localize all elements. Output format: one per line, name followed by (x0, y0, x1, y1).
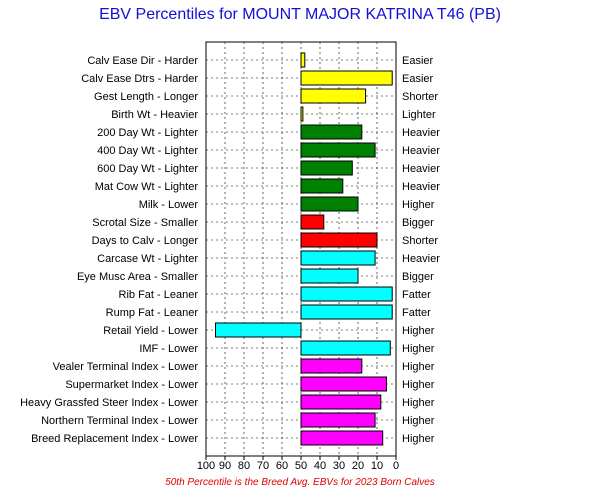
bar (300, 268, 359, 284)
category-label-left: Northern Terminal Index - Lower (41, 415, 198, 427)
category-label-right: Bigger (402, 271, 434, 283)
x-tick-label: 60 (276, 460, 288, 472)
bar (300, 106, 304, 122)
category-label-right: Heavier (402, 145, 440, 157)
category-label-left: 400 Day Wt - Lighter (97, 145, 198, 157)
category-label-left: Heavy Grassfed Steer Index - Lower (20, 397, 198, 409)
bar (300, 304, 393, 320)
bar (300, 250, 376, 266)
bar (300, 160, 353, 176)
category-label-left: Gest Length - Longer (94, 91, 198, 103)
category-label-left: Birth Wt - Heavier (111, 109, 198, 121)
category-label-left: Days to Calv - Longer (92, 235, 199, 247)
footnote: 50th Percentile is the Breed Avg. EBVs f… (165, 477, 435, 488)
category-label-right: Higher (402, 199, 435, 211)
x-tick-label: 90 (219, 460, 231, 472)
category-label-right: Fatter (402, 289, 431, 301)
x-tick-label: 40 (314, 460, 326, 472)
bar (300, 124, 363, 140)
bar (300, 412, 376, 428)
category-label-right: Heavier (402, 181, 440, 193)
category-label-left: Supermarket Index - Lower (65, 379, 198, 391)
bar (300, 196, 359, 212)
category-label-right: Higher (402, 325, 435, 337)
category-label-right: Shorter (402, 91, 438, 103)
bar (300, 70, 393, 86)
category-label-left: Calv Ease Dtrs - Harder (81, 73, 198, 85)
x-tick-label: 10 (371, 460, 383, 472)
category-label-left: Rib Fat - Leaner (119, 289, 199, 301)
category-label-right: Fatter (402, 307, 431, 319)
x-tick-label: 30 (333, 460, 345, 472)
bar (300, 214, 325, 230)
bar (300, 178, 344, 194)
category-label-left: Rump Fat - Leaner (106, 307, 199, 319)
category-label-left: Milk - Lower (139, 199, 199, 211)
bar (300, 142, 376, 158)
category-label-left: Breed Replacement Index - Lower (31, 433, 198, 445)
bar (300, 52, 306, 68)
category-label-left: 600 Day Wt - Lighter (97, 163, 198, 175)
bar (300, 232, 378, 248)
category-label-left: 200 Day Wt - Lighter (97, 127, 198, 139)
category-label-right: Easier (402, 55, 434, 67)
category-label-right: Easier (402, 73, 434, 85)
category-label-left: IMF - Lower (139, 343, 198, 355)
category-label-left: Mat Cow Wt - Lighter (95, 181, 199, 193)
x-tick-label: 80 (238, 460, 250, 472)
bar (300, 286, 393, 302)
category-label-left: Calv Ease Dir - Harder (87, 55, 198, 67)
category-label-right: Higher (402, 433, 435, 445)
category-label-right: Heavier (402, 253, 440, 265)
x-tick-label: 50 (295, 460, 307, 472)
category-label-right: Shorter (402, 235, 438, 247)
x-tick-label: 70 (257, 460, 269, 472)
category-label-left: Scrotal Size - Smaller (92, 217, 198, 229)
chart-title: EBV Percentiles for MOUNT MAJOR KATRINA … (99, 6, 501, 23)
bar (300, 340, 391, 356)
category-label-right: Heavier (402, 163, 440, 175)
category-label-left: Carcase Wt - Lighter (97, 253, 198, 265)
bar (300, 88, 367, 104)
category-label-right: Bigger (402, 217, 434, 229)
bar (215, 322, 302, 338)
x-tick-label: 20 (352, 460, 364, 472)
x-tick-label: 100 (197, 460, 215, 472)
category-label-right: Higher (402, 379, 435, 391)
category-label-right: Higher (402, 415, 435, 427)
category-label-right: Higher (402, 343, 435, 355)
bar (300, 376, 387, 392)
category-label-left: Vealer Terminal Index - Lower (53, 361, 199, 373)
category-label-right: Higher (402, 397, 435, 409)
x-tick-label: 0 (393, 460, 399, 472)
bar (300, 430, 384, 446)
category-label-right: Higher (402, 361, 435, 373)
bar (300, 394, 382, 410)
category-label-right: Heavier (402, 127, 440, 139)
category-label-left: Retail Yield - Lower (103, 325, 198, 337)
category-label-right: Lighter (402, 109, 436, 121)
category-label-left: Eye Musc Area - Smaller (77, 271, 198, 283)
bar (300, 358, 363, 374)
